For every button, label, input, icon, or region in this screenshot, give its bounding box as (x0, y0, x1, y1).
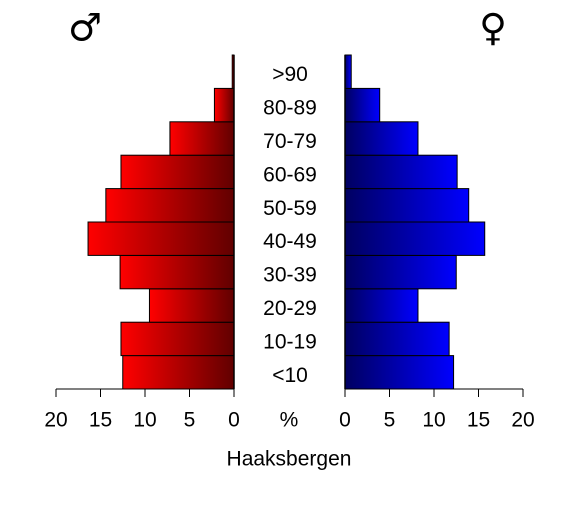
bar (344, 188, 470, 223)
bar (344, 54, 352, 89)
bar (119, 254, 235, 290)
x-tick-label: 10 (422, 409, 445, 432)
x-tick-label: 5 (184, 409, 196, 432)
bar (344, 254, 457, 290)
bar (344, 355, 455, 390)
bar (344, 87, 381, 123)
category-label: 40-49 (263, 230, 317, 253)
x-tick-label: 15 (89, 409, 112, 432)
bar (87, 221, 235, 256)
legend-label: ♂ (68, 6, 102, 50)
bar (344, 288, 419, 323)
category-label: 60-69 (263, 163, 317, 186)
bar (344, 221, 486, 256)
bar (344, 154, 458, 190)
category-label: >90 (272, 63, 308, 86)
bar (120, 154, 235, 190)
x-tick-label: 0 (228, 409, 240, 432)
category-label: 80-89 (263, 97, 317, 120)
legend-label: ♀ (479, 6, 507, 50)
x-tick-label: 20 (44, 409, 67, 432)
category-label: 20-29 (263, 297, 317, 320)
bar (148, 288, 235, 323)
category-label: 30-39 (263, 264, 317, 287)
category-label: 10-19 (263, 330, 317, 353)
axis-label: % (280, 409, 299, 432)
x-tick-label: 15 (467, 409, 490, 432)
category-label: 50-59 (263, 197, 317, 220)
x-tick-label: 20 (511, 409, 534, 432)
bar (169, 121, 235, 156)
x-tick-label: 0 (339, 409, 351, 432)
bar (120, 321, 235, 357)
bar (344, 121, 419, 156)
bar (122, 355, 235, 390)
category-label: <10 (272, 364, 308, 387)
x-tick-label: 10 (133, 409, 156, 432)
bar (213, 87, 235, 123)
bar (344, 321, 450, 357)
chart-title: Haaksbergen (227, 448, 352, 471)
bar (105, 188, 235, 223)
category-label: 70-79 (263, 130, 317, 153)
x-tick-label: 5 (384, 409, 396, 432)
